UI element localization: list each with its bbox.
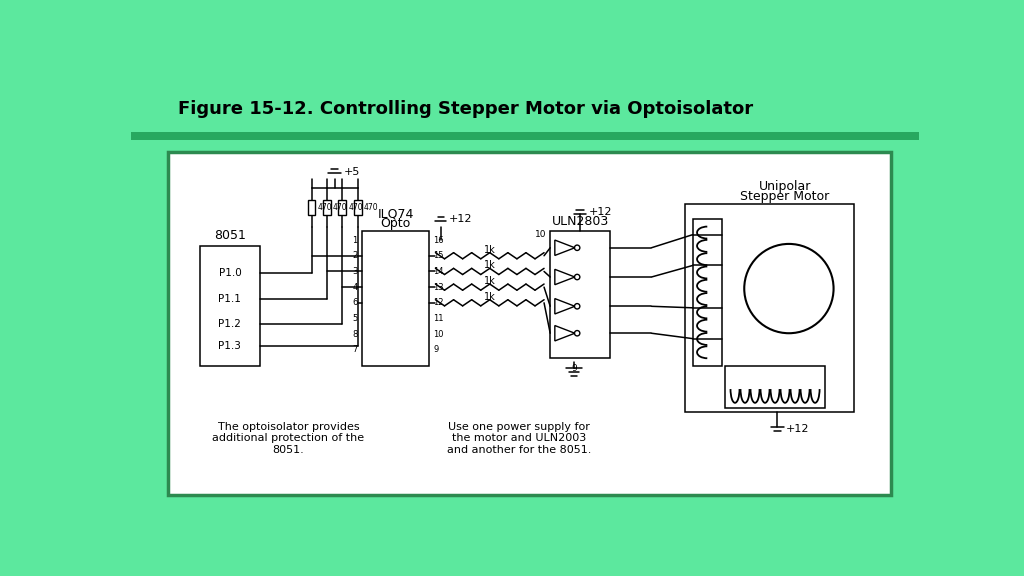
Bar (131, 69, 920, 140)
Bar (550, 231, 610, 358)
Text: +12: +12 (449, 214, 472, 224)
Text: Unipolar: Unipolar (759, 180, 811, 194)
Text: 10: 10 (535, 230, 547, 239)
Text: Figure 15-12. Controlling Stepper Motor via Optoisolator: Figure 15-12. Controlling Stepper Motor … (178, 100, 754, 118)
Text: 470: 470 (333, 203, 348, 212)
Text: P1.3: P1.3 (218, 342, 242, 351)
Text: 16: 16 (433, 236, 443, 245)
Bar (200, 246, 260, 366)
Text: 1k: 1k (484, 291, 496, 302)
Text: 1k: 1k (484, 276, 496, 286)
Text: Opto: Opto (380, 217, 411, 230)
Text: 11: 11 (433, 314, 443, 323)
Bar (339, 200, 346, 215)
Text: 470: 470 (317, 203, 333, 212)
Bar (168, 152, 891, 495)
Bar (685, 204, 854, 412)
Text: 7: 7 (352, 346, 357, 354)
Text: 9: 9 (571, 364, 577, 373)
Text: 3: 3 (352, 267, 357, 276)
Text: The optoisolator provides
additional protection of the
8051.: The optoisolator provides additional pro… (212, 422, 365, 455)
Text: 9: 9 (433, 346, 438, 354)
Text: P1.1: P1.1 (218, 294, 242, 304)
Text: 13: 13 (433, 283, 443, 291)
Text: ILQ74: ILQ74 (377, 207, 414, 221)
Text: 5: 5 (352, 314, 357, 323)
Text: Use one power supply for
the motor and ULN2003
and another for the 8051.: Use one power supply for the motor and U… (447, 422, 592, 455)
Text: 1: 1 (352, 236, 357, 245)
Text: 12: 12 (433, 298, 443, 308)
Bar (307, 200, 315, 215)
Text: 4: 4 (352, 283, 357, 291)
Text: 470: 470 (364, 203, 379, 212)
Text: 8: 8 (352, 329, 357, 339)
Text: 470: 470 (348, 203, 364, 212)
Bar (131, 132, 920, 140)
Bar (692, 219, 722, 366)
Bar (725, 366, 825, 408)
Text: +12: +12 (785, 424, 809, 434)
Text: 6: 6 (352, 298, 357, 308)
Text: P1.0: P1.0 (218, 268, 242, 278)
Text: Stepper Motor: Stepper Motor (740, 190, 829, 203)
Text: ULN2803: ULN2803 (552, 215, 609, 228)
Text: 1k: 1k (484, 245, 496, 255)
Text: 14: 14 (433, 267, 443, 276)
Text: +5: +5 (344, 166, 360, 176)
Text: +12: +12 (589, 207, 612, 217)
Bar (354, 200, 361, 215)
Text: 1k: 1k (484, 260, 496, 270)
Bar (361, 231, 429, 366)
Bar (323, 200, 331, 215)
Text: 10: 10 (433, 329, 443, 339)
Text: 15: 15 (433, 251, 443, 260)
Text: 8051: 8051 (214, 229, 246, 242)
Text: 2: 2 (352, 251, 357, 260)
Text: P1.2: P1.2 (218, 319, 242, 329)
